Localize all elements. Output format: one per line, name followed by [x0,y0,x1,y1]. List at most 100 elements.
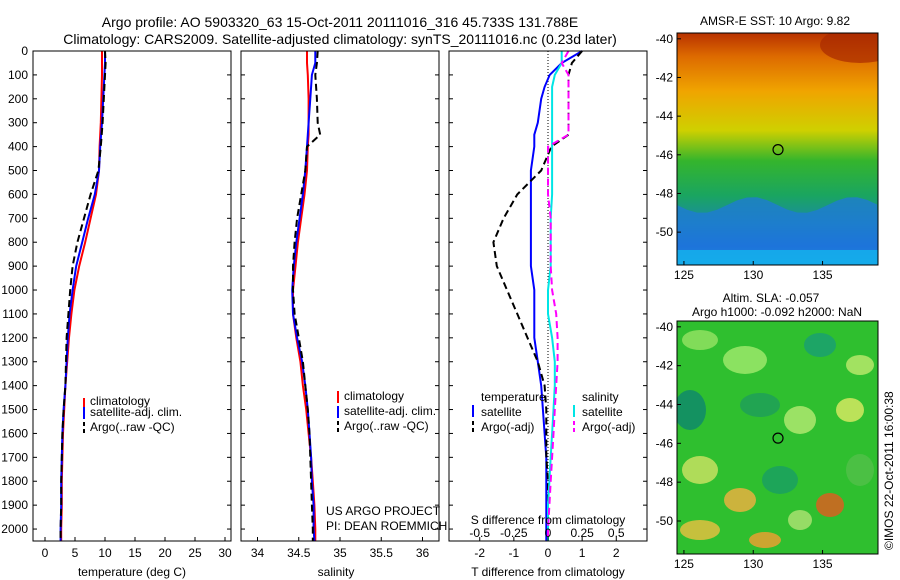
y-tick-label: 800 [8,235,28,249]
sla-map-title-1: Altim. SLA: -0.057 [723,291,820,305]
map-y-tick-label: -48 [656,186,674,200]
x-tick-label: 2 [613,546,620,560]
map-y-tick-label: -50 [656,225,674,239]
x-tick-label: 36 [416,546,430,560]
x-tick-label: 34.5 [287,546,311,560]
temperature-xlabel: temperature (deg C) [78,565,186,579]
difference-legend: temperature satellite Argo(-adj) salinit… [472,390,635,434]
map-y-tick-label: -40 [656,320,674,334]
x-tick-label: 10 [98,546,112,560]
legend-label-argo: Argo(..raw -QC) [90,420,175,434]
x-tick-label: -2 [474,546,485,560]
map-y-tick-label: -40 [656,32,674,46]
x-tick-label: 0 [545,546,552,560]
difference-top-label: S difference from climatology [471,513,626,527]
legend-label-climatology: climatology [344,389,404,403]
sla-anomaly-blob [682,330,718,350]
sla-map-frame [676,320,879,555]
sla-map-panel: Altim. SLA: -0.057 Argo h1000: -0.092 h2… [656,291,879,571]
difference-axes-frame [448,50,648,542]
legend-label-sal-argo: Argo(-adj) [582,420,635,434]
sla-anomaly-blob [846,355,874,375]
x-tick-label: 35 [333,546,347,560]
map-x-tick-label: 125 [674,268,694,282]
top-tick-label: 0.5 [608,526,625,540]
sla-anomaly-blob [677,390,706,430]
x-tick-label: 20 [158,546,172,560]
sla-anomaly-blob [740,393,780,417]
sst-map-frame [676,32,879,266]
sla-anomaly-blob [784,406,816,434]
y-tick-label: 500 [8,164,28,178]
series-line-salinity-argo-adj- [547,50,570,541]
temperature-panel: 0 5 10 15 20 25 300100200300400500600700800900… [1,44,232,579]
sla-anomaly-blob [762,466,798,494]
y-tick-label: 1000 [1,283,28,297]
top-tick-label: -0.5 [469,526,490,540]
series-line-argo-raw-qc- [59,50,107,541]
y-tick-label: 200 [8,92,28,106]
x-tick-label: 15 [128,546,142,560]
salinity-legend: climatology satellite-adj. clim. Argo(..… [337,389,436,433]
salinity-axes-frame [240,50,440,542]
x-tick-label: 35.5 [370,546,394,560]
sla-map-title-2: Argo h1000: -0.092 h2000: NaN [692,305,862,319]
series-line-satellite-adj-clim- [59,51,106,541]
title-line-1: Argo profile: AO 5903320_63 15-Oct-2011 … [102,14,578,30]
y-tick-label: 0 [21,44,28,58]
sla-heatmap [677,321,878,554]
sla-anomaly-blob [788,510,812,530]
top-tick-label: 0.25 [570,526,594,540]
y-tick-label: 1700 [1,450,28,464]
y-tick-label: 700 [8,211,28,225]
legend-label-argo: Argo(..raw -QC) [344,419,429,433]
temperature-legend: climatology satellite-adj. clim. Argo(..… [83,394,182,434]
series-line-argo-raw-qc- [292,50,322,541]
legend-label-satellite: satellite-adj. clim. [344,404,436,418]
y-tick-label: 100 [8,68,28,82]
argo-location-marker [772,144,784,156]
legend-label-sal-satellite: satellite [582,405,623,419]
x-tick-label: 34 [251,546,265,560]
y-tick-label: 400 [8,140,28,154]
difference-xlabel: T difference from climatology [471,565,625,579]
legend-title-temperature: temperature [481,390,546,404]
map-y-tick-label: -50 [656,514,674,528]
map-y-tick-label: -48 [656,475,674,489]
x-tick-label: 1 [579,546,586,560]
salinity-panel: 34 34.5 35 35.5 36 salinity climatology sate… [240,50,447,579]
series-line-temperature-satellite [529,50,583,541]
x-tick-label: 30 [218,546,232,560]
sla-anomaly-blob [836,398,864,422]
sla-anomaly-blob [804,333,836,357]
map-x-tick-label: 135 [813,268,833,282]
map-y-tick-label: -44 [656,397,674,411]
project-annotation: US ARGO PROJECT [326,504,441,518]
y-tick-label: 900 [8,259,28,273]
top-tick-label: 0 [545,526,552,540]
sst-warm-patch [820,33,878,63]
sla-anomaly-blob [749,532,781,548]
legend-title-salinity: salinity [582,390,619,404]
sla-anomaly-blob [724,488,756,512]
map-y-tick-label: -46 [656,148,674,162]
x-tick-label: 5 [72,546,79,560]
sst-cool-edge [677,250,878,265]
pi-annotation: PI: DEAN ROEMMICH [326,519,447,533]
map-y-tick-label: -42 [656,359,674,373]
sst-map-title: AMSR-E SST: 10 Argo: 9.82 [700,14,850,28]
top-tick-label: -0.25 [500,526,528,540]
x-tick-label: 25 [188,546,202,560]
y-tick-label: 2000 [1,522,28,536]
y-tick-label: 300 [8,116,28,130]
series-line-climatology [60,51,103,541]
y-tick-label: 1100 [2,307,28,321]
y-tick-label: 1200 [1,331,28,345]
legend-label-temp-satellite: satellite [481,405,522,419]
y-tick-label: 600 [8,187,28,201]
sst-cool-band [677,197,878,265]
map-x-tick-label: 135 [813,557,833,571]
y-tick-label: 1900 [1,498,28,512]
argo-location-marker [772,432,784,444]
title-line-2: Climatology: CARS2009. Satellite-adjuste… [63,31,617,47]
